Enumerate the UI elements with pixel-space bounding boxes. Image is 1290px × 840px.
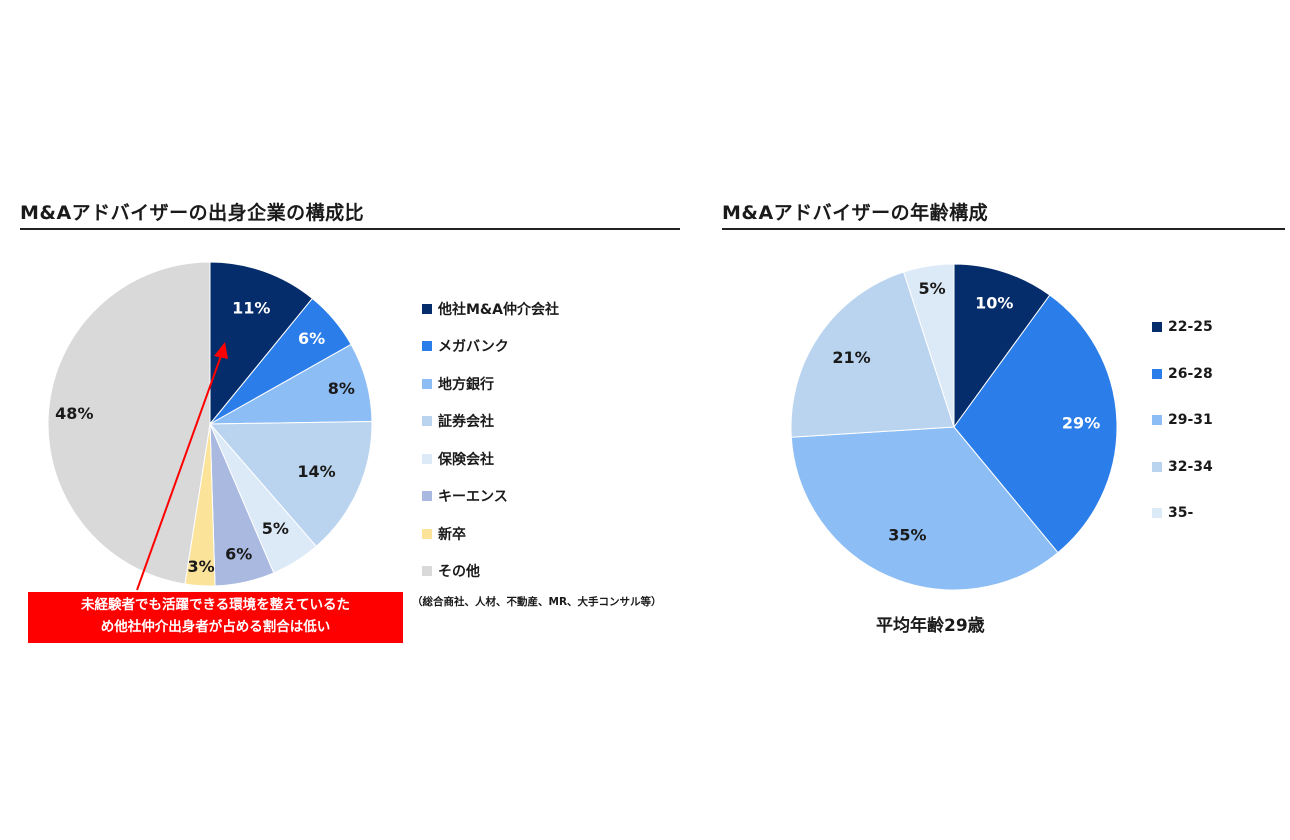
origin-legend-label: メガバンク (438, 339, 509, 356)
annotation-arrow-head (214, 342, 228, 359)
origin-legend-item-2: 地方銀行 (422, 365, 559, 403)
age-slice-label-0: 10% (975, 294, 1013, 313)
origin-legend-swatch (422, 566, 432, 577)
origin-legend-item-4: 保険会社 (422, 440, 559, 478)
origin-legend-label: 保険会社 (438, 451, 494, 468)
age-slice-3 (790, 271, 955, 438)
origin-legend-swatch (422, 303, 432, 314)
age-slice-label-4: 5% (918, 279, 945, 298)
origin-legend-item-3: 証券会社 (422, 403, 559, 441)
origin-legend-swatch (422, 528, 432, 539)
age-legend-label: 26-28 (1168, 365, 1213, 382)
average-age-caption: 平均年齢29歳 (876, 616, 985, 636)
age-legend-label: 35- (1168, 505, 1194, 522)
annotation-callout: 未経験者でも活躍できる環境を整えているた め他社仲介出身者が占める割合は低い (28, 592, 403, 643)
origin-legend-label: キーエンス (438, 489, 508, 506)
origin-legend-item-1: メガバンク (422, 328, 559, 366)
origin-slice-7 (47, 261, 211, 585)
origin-slice-label-6: 3% (188, 557, 215, 576)
origin-legend-swatch (422, 341, 432, 352)
annotation-arrow-line (136, 352, 223, 591)
age-legend-item-3: 32-34 (1152, 444, 1213, 491)
pie-chart-age: 10% 29% 35% 21% 5% (790, 263, 1118, 591)
pie-chart-origin: 11% 6% 8% 14% 5% 6% 3% 48% (47, 261, 373, 587)
origin-slice-label-7: 48% (55, 404, 93, 423)
origin-slice-label-4: 5% (262, 519, 289, 538)
age-slice-label-2: 35% (888, 525, 926, 544)
chart2-title: M&Aアドバイザーの年齢構成 (722, 202, 989, 224)
origin-legend-item-0: 他社M&A仲介会社 (422, 290, 559, 328)
age-legend-label: 32-34 (1168, 458, 1213, 475)
age-legend-swatch (1152, 508, 1162, 519)
origin-legend-item-6: 新卒 (422, 515, 559, 553)
origin-slice-label-1: 6% (298, 329, 325, 348)
origin-slice-3 (208, 420, 373, 547)
age-slice-1 (953, 294, 1118, 554)
age-legend-swatch (1152, 322, 1162, 333)
origin-legend-swatch (422, 491, 432, 502)
origin-legend-swatch (422, 453, 432, 464)
chart1-legend: 他社M&A仲介会社 メガバンク地方銀行証券会社保険会社キーエンス新卒その他 (422, 290, 559, 590)
origin-legend-item-7: その他 (422, 553, 559, 591)
annotation-line-2: め他社仲介出身者が占める割合は低い (100, 619, 331, 635)
age-legend-item-4: 35- (1152, 490, 1213, 537)
origin-legend-label: 地方銀行 (438, 376, 494, 393)
origin-legend-label: 証券会社 (438, 414, 494, 431)
age-legend-swatch (1152, 415, 1162, 426)
chart2-legend: 22-25 26-28 29-31 32-34 35- (1152, 304, 1213, 537)
origin-legend-item-5: キーエンス (422, 478, 559, 516)
chart1-title-rule (20, 228, 680, 230)
age-legend-label: 22-25 (1168, 319, 1213, 336)
origin-slice-label-5: 6% (225, 544, 252, 563)
annotation-arrow-layer (136, 342, 228, 591)
age-legend-swatch (1152, 368, 1162, 379)
age-legend-item-0: 22-25 (1152, 304, 1213, 351)
chart1-note: （総合商社、人材、不動産、MR、大手コンサル等） (412, 596, 662, 608)
origin-slice-label-0: 11% (232, 299, 270, 318)
age-legend-swatch (1152, 461, 1162, 472)
age-legend-item-1: 26-28 (1152, 351, 1213, 398)
origin-legend-swatch (422, 378, 432, 389)
origin-legend-label: その他 (438, 564, 480, 581)
chart2-title-rule (722, 228, 1285, 230)
origin-legend-swatch (422, 416, 432, 427)
annotation-line-1: 未経験者でも活躍できる環境を整えているた (80, 597, 351, 613)
age-slice-0 (953, 263, 1051, 429)
age-legend-item-2: 29-31 (1152, 397, 1213, 444)
origin-legend-label: 新卒 (438, 526, 466, 543)
age-slice-4 (902, 263, 955, 428)
age-slice-label-1: 29% (1062, 414, 1100, 433)
origin-slice-label-2: 8% (328, 379, 355, 398)
chart1-title: M&Aアドバイザーの出身企業の構成比 (20, 202, 365, 224)
age-legend-label: 29-31 (1168, 412, 1213, 429)
origin-slice-label-3: 14% (297, 462, 335, 481)
age-slice-2 (790, 426, 1059, 591)
origin-slice-0 (209, 261, 314, 426)
origin-legend-label: 他社M&A仲介会社 (438, 301, 559, 318)
age-slice-label-3: 21% (832, 348, 870, 367)
